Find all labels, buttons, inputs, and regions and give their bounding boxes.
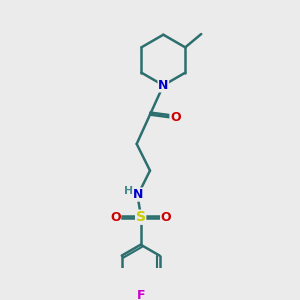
Text: S: S bbox=[136, 210, 146, 224]
Text: F: F bbox=[136, 289, 145, 300]
Text: O: O bbox=[170, 111, 181, 124]
Text: O: O bbox=[161, 211, 171, 224]
Text: O: O bbox=[110, 211, 121, 224]
Text: H: H bbox=[124, 186, 133, 197]
Text: N: N bbox=[133, 188, 143, 201]
Text: N: N bbox=[158, 79, 169, 92]
